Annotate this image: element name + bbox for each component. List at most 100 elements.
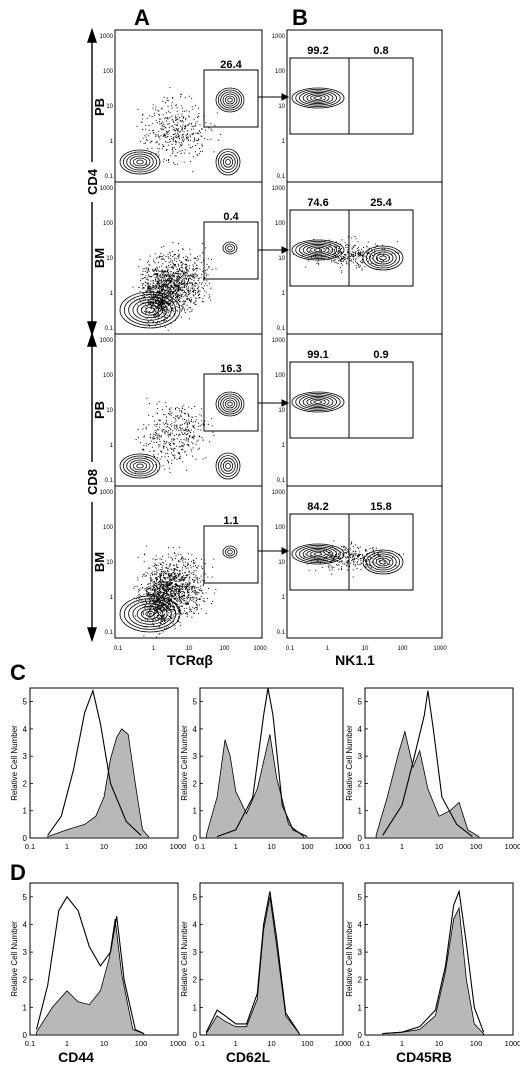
- gate-b-value-4-left: 84.2: [307, 501, 328, 513]
- tick-label: 1000: [433, 646, 447, 652]
- histogram-y-label: Relative Cell Number: [345, 921, 354, 997]
- gate-b-value-4-right: 15.8: [370, 501, 391, 513]
- contour-b-right-2: [362, 245, 404, 271]
- tick-label: 0.1: [114, 646, 123, 652]
- y-tick-label: 5: [23, 698, 28, 707]
- x-tick-label: 1000: [170, 842, 187, 851]
- y-tick-label: 3: [193, 752, 198, 761]
- y-tick-label: 1: [358, 807, 363, 816]
- y-tick-label: 2: [193, 976, 198, 985]
- x-tick-label: 1000: [505, 842, 520, 851]
- contour-a-right-3: [215, 452, 241, 480]
- y-tick-label: 0: [358, 1031, 363, 1040]
- contour-a-gate-1: [215, 87, 245, 113]
- x-tick-label: 10: [435, 1039, 443, 1048]
- tick-label: 1000: [100, 34, 114, 40]
- histogram-c-1: 0 1 2 3 4 5 0.1 1 10 100 1000 Relative Cell Number: [10, 687, 187, 851]
- gate-b-value-3-right: 0.9: [373, 349, 388, 361]
- y-ticks-b-4: 0.1 1 10 100 1000: [272, 490, 286, 636]
- tick-label: 1: [152, 646, 156, 652]
- scatter-b-4: [303, 540, 405, 578]
- tick-label: 0.1: [277, 174, 286, 180]
- y-ticks-b-3: 0.1 1 10 100 1000: [272, 338, 286, 484]
- tick-label: 0.1: [277, 630, 286, 636]
- y-tick-label: 5: [358, 893, 363, 902]
- tick-label: 10: [106, 408, 113, 414]
- y-tick-label: 4: [193, 920, 198, 929]
- x-tick-label: 0.1: [360, 1039, 370, 1048]
- cd8-label-bg: [84, 462, 100, 502]
- x-ticks-a: 0.1 1 10 100 1000: [114, 646, 268, 652]
- histogram-y-label: Relative Cell Number: [180, 725, 189, 801]
- tick-label: 1000: [100, 338, 114, 344]
- cd4-label: CD4: [85, 168, 100, 195]
- y-ticks-a-1: 0.1 1 10 100 1000: [100, 34, 114, 180]
- scatter-b-2: [293, 236, 400, 274]
- y-tick-label: 5: [193, 698, 198, 707]
- filled-histogram: [36, 918, 145, 1036]
- y-tick-label: 3: [358, 948, 363, 957]
- tick-label: 0.1: [105, 478, 114, 484]
- tissue-label-1: PB: [92, 98, 107, 116]
- tick-label: 100: [275, 525, 286, 531]
- tick-label: 1000: [253, 646, 267, 652]
- gate-b-value-2-right: 25.4: [370, 197, 392, 209]
- y-tick-label: 2: [358, 779, 363, 788]
- tick-label: 1: [282, 595, 286, 601]
- gates-a: [203, 69, 259, 584]
- tick-label: 1: [282, 139, 286, 145]
- y-tick-label: 3: [23, 948, 28, 957]
- contour-b-left-3: [291, 391, 345, 413]
- tick-label: 100: [103, 525, 114, 531]
- x-tick-label: 100: [470, 1039, 483, 1048]
- x-tick-label: 1: [234, 842, 238, 851]
- tick-label: 1000: [272, 490, 286, 496]
- tick-label: 10: [106, 560, 113, 566]
- y-tick-label: 2: [193, 779, 198, 788]
- gate-a-value-1: 26.4: [220, 59, 242, 71]
- y-tick-label: 4: [358, 725, 363, 734]
- y-tick-label: 4: [23, 725, 28, 734]
- tick-label: 10: [278, 104, 285, 110]
- open-histogram: [47, 688, 142, 836]
- histogram-y-label: Relative Cell Number: [10, 921, 19, 997]
- contour-a-gate-2: [222, 241, 238, 255]
- y-tick-label: 0: [23, 834, 28, 843]
- y-tick-label: 4: [23, 920, 28, 929]
- flow-dot-plots: [119, 87, 405, 638]
- tick-label: 10: [186, 646, 193, 652]
- cd62l-label: CD62L: [226, 1049, 271, 1065]
- x-tick-label: 1000: [335, 842, 352, 851]
- y-tick-label: 2: [23, 779, 28, 788]
- filled-histogram: [205, 896, 300, 1036]
- x-tick-label: 0.1: [25, 842, 35, 851]
- x-tick-label: 100: [470, 842, 483, 851]
- y-tick-label: 3: [23, 752, 28, 761]
- panel-label-b: B: [292, 5, 308, 30]
- gate-b-value-3-left: 99.1: [307, 349, 328, 361]
- y-tick-label: 1: [23, 807, 28, 816]
- open-histogram: [382, 889, 485, 1035]
- tick-label: 1: [110, 595, 114, 601]
- y-ticks-b-1: 0.1 1 10 100 1000: [272, 34, 286, 180]
- x-tick-label: 0.1: [195, 1039, 205, 1048]
- histogram-c-2: 0 1 2 3 4 5 0.1 1 10 100 1000 Relative Cell Number: [180, 687, 352, 851]
- tick-label: 1: [110, 291, 114, 297]
- x-tick-label: 100: [301, 1039, 314, 1048]
- scatter-a-2: [132, 242, 217, 321]
- column-a-frames: [114, 29, 263, 639]
- cd4-label-bg: [84, 162, 100, 202]
- tick-label: 100: [275, 69, 286, 75]
- gate-b-value-1-left: 99.2: [307, 45, 328, 57]
- y-tick-label: 0: [358, 834, 363, 843]
- tcr-label: TCRαβ: [167, 652, 213, 668]
- histogram-y-label: Relative Cell Number: [180, 921, 189, 997]
- x-tick-label: 1: [234, 1039, 238, 1048]
- x-tick-label: 1: [65, 842, 69, 851]
- tick-label: 100: [103, 221, 114, 227]
- panel-label-c: C: [10, 660, 26, 685]
- tick-label: 10: [362, 646, 369, 652]
- y-ticks-a-2: 0.1 1 10 100 1000: [100, 186, 114, 332]
- histogram-y-label: Relative Cell Number: [345, 725, 354, 801]
